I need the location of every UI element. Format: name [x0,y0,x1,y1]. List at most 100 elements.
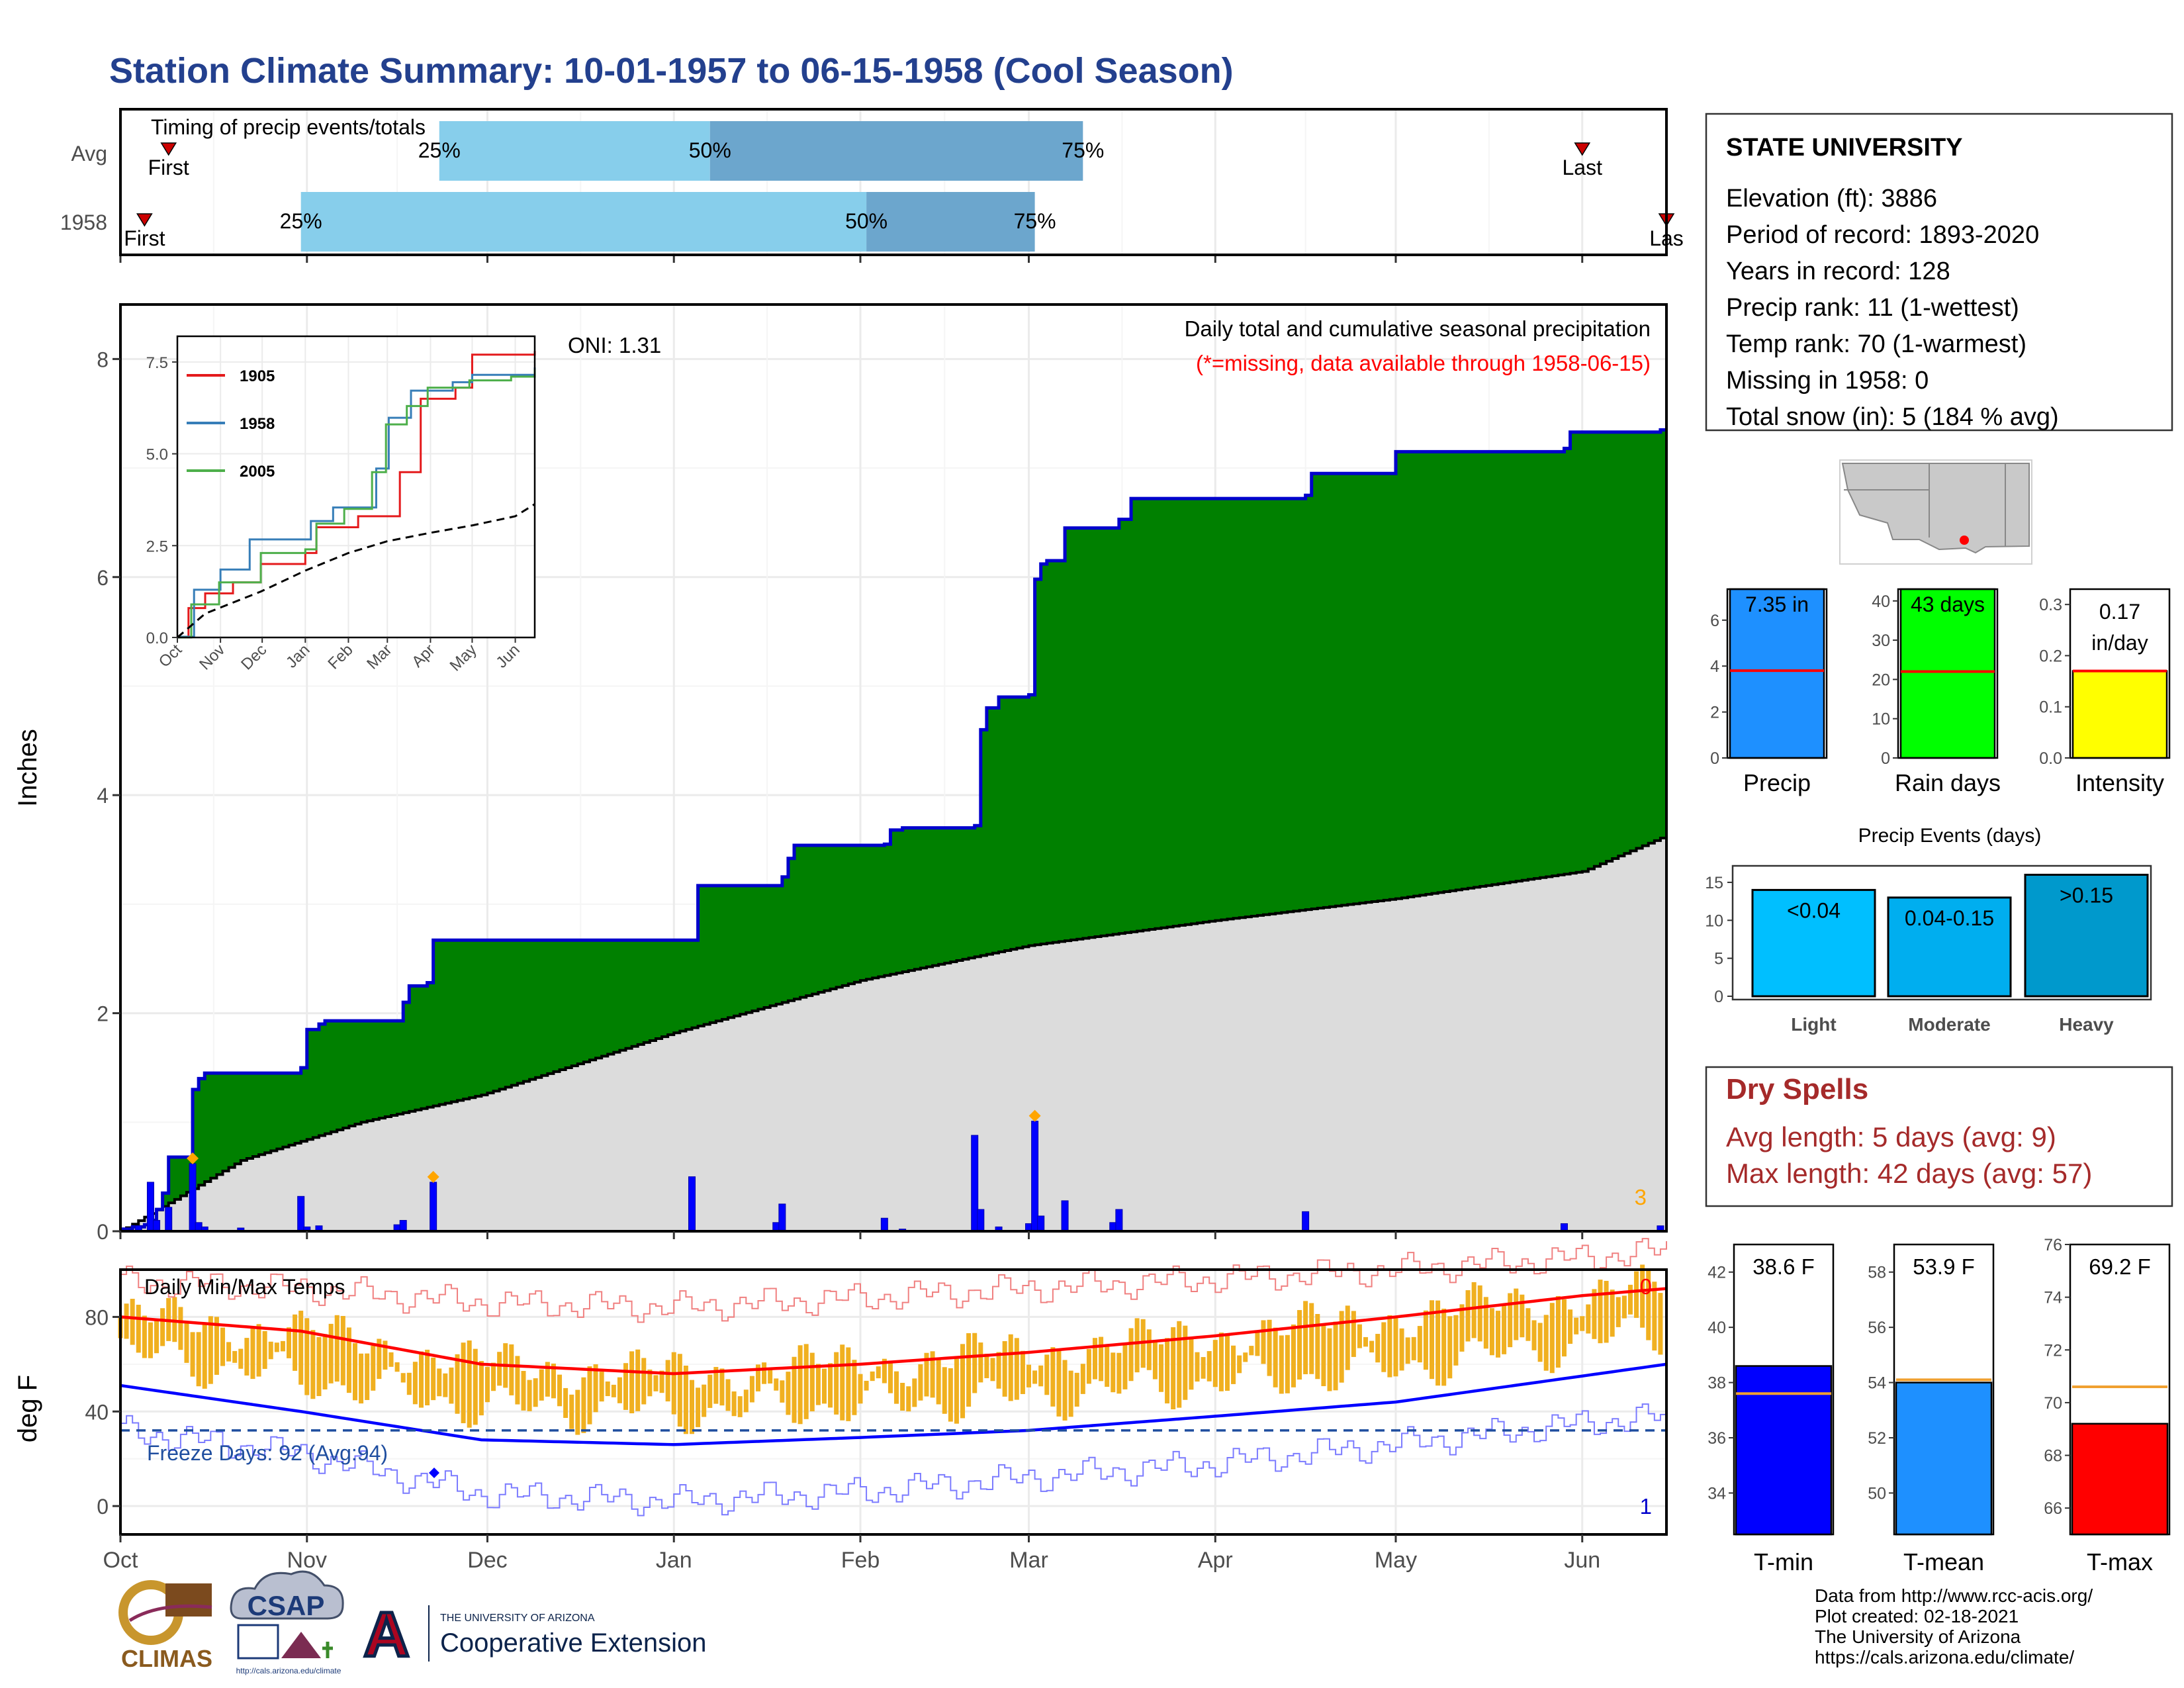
temp-daily-bar [1453,1315,1459,1366]
temp-daily-bar [1405,1337,1410,1364]
page-title: Station Climate Summary: 10-01-1957 to 0… [109,51,1234,91]
precip-events-category: Light [1791,1014,1836,1035]
temp-daily-bar [1586,1304,1591,1334]
daily-precip-bar [977,1209,985,1232]
temp-daily-bar [484,1366,490,1403]
temp-daily-bar [208,1316,213,1384]
temp-daily-bar [1351,1311,1356,1357]
daily-precip-bar [165,1207,173,1232]
timing-pct-label: 50% [845,209,887,233]
temp-daily-bar [774,1378,779,1391]
temp-daily-bar [1218,1333,1224,1391]
temp-daily-bar [1158,1344,1163,1392]
temp-daily-bar [226,1342,232,1362]
temp-daily-bar [960,1344,966,1419]
precip-events-y-tick-label: 10 [1705,912,1723,930]
temp-daily-bar [1615,1297,1621,1327]
temp-daily-bar [148,1322,153,1358]
temp-daily-bar [707,1374,713,1408]
temp-daily-bar [1243,1352,1248,1362]
temp-daily-bar [406,1372,412,1395]
temp-daily-bar [864,1380,869,1391]
dry-spells-max-length: Max length: 42 days (avg: 57) [1726,1158,2092,1189]
temp-daily-bar [1327,1328,1332,1391]
temp-daily-bar [394,1362,400,1372]
temp-daily-bar [1249,1346,1254,1356]
temp-daily-bar [557,1374,563,1407]
daily-precip-bar [1115,1209,1123,1232]
oni-value: ONI: 1.31 [568,333,661,357]
temp-daily-bar [852,1360,857,1415]
temp-daily-bar [1267,1319,1272,1376]
temp-summary-y-tick-label: 56 [1868,1319,1886,1337]
mini-bar-panel-precip: 7.35 in 0 2 4 6 Precip [1710,588,1828,796]
temp-daily-bar [659,1370,664,1393]
temp-daily-bar [232,1350,238,1363]
temp-daily-bar [581,1377,586,1433]
temp-daily-bar [1038,1365,1044,1387]
temp-daily-bar [124,1303,129,1339]
temp-daily-bar [467,1340,472,1428]
average-cumulative-area [120,835,1666,1231]
temp-daily-bar [1423,1310,1428,1370]
ua-extension-logo: A THE UNIVERSITY OF ARIZONA Cooperative … [359,1598,706,1672]
temp-daily-bar [797,1345,803,1425]
inset-background [177,336,535,637]
precip-events-bar-label: <0.04 [1787,898,1841,922]
temp-summary-value-label: 69.2 F [2089,1254,2151,1279]
temp-daily-bar [1514,1288,1519,1340]
temp-daily-bar [635,1349,641,1411]
daily-precip-bar [297,1196,305,1232]
temp-daily-bar [214,1317,219,1375]
temp-daily-bar [1201,1357,1206,1379]
temp-daily-bar [918,1364,923,1401]
flagged-day-marker [427,1170,439,1183]
temp-daily-bar [280,1340,285,1352]
temp-summary-bar [1895,1382,1993,1536]
temp-summary-y-tick-label: 74 [2044,1289,2062,1307]
temp-daily-bar [491,1362,496,1391]
inset-average-line [177,503,535,639]
temp-daily-bar [316,1336,322,1396]
temp-daily-range-bars [118,1264,1663,1435]
station-info-box: STATE UNIVERSITY Elevation (ft): 3886 Pe… [1705,113,2173,432]
temp-daily-bar [268,1341,273,1360]
temp-daily-bar [473,1348,478,1425]
timing-bar-q50-q75 [866,192,1035,252]
x-tick-label: May [1375,1548,1417,1573]
precip-y-axis-label: Inches [13,729,42,807]
precip-y-tick-label: 0 [97,1220,109,1244]
temp-summary-y-tick-label: 38 [1707,1374,1726,1393]
precip-events-category: Heavy [2059,1014,2114,1035]
temp-daily-bar [1086,1348,1091,1384]
dry-spells-frame [1705,1066,2173,1207]
temp-summary-category-label: T-min [1754,1548,1813,1575]
temp-daily-bar [383,1340,388,1370]
csap-logo-cloud [230,1570,344,1620]
credit-line-url: https://cals.arizona.edu/climate/ [1815,1647,2074,1667]
daily-precip-bar [399,1220,407,1232]
temp-daily-bar [1525,1308,1531,1341]
temp-summary-t-max: 69.2 F 66 68 70 72 74 76 T-max [2044,1236,2171,1575]
timing-panel-frame [119,108,1668,256]
temp-daily-bar [1291,1324,1296,1387]
daily-precip-bar [1302,1211,1310,1232]
temp-normal-line [120,1362,1667,1446]
mini-bar-category-label: Precip [1743,769,1811,796]
temp-daily-bar [1195,1352,1200,1382]
temp-daily-bar [731,1391,737,1417]
temp-daily-bar [575,1389,580,1435]
flagged-day-marker [187,1152,199,1164]
temp-daily-bar [690,1380,695,1434]
temp-daily-bar [1483,1297,1488,1349]
temp-daily-bar [906,1386,911,1412]
temp-daily-bar [1321,1325,1326,1387]
temp-daily-bar [737,1396,743,1417]
mini-bar-panels: 7.35 in 0 2 4 6 Precip 43 days 0 10 20 30 40 Rain da… [1710,588,2171,796]
temp-daily-bar [1032,1370,1038,1384]
freeze-marker [429,1468,439,1478]
temp-daily-bar [346,1327,351,1393]
timing-row-label-avg: Avg [71,142,107,165]
